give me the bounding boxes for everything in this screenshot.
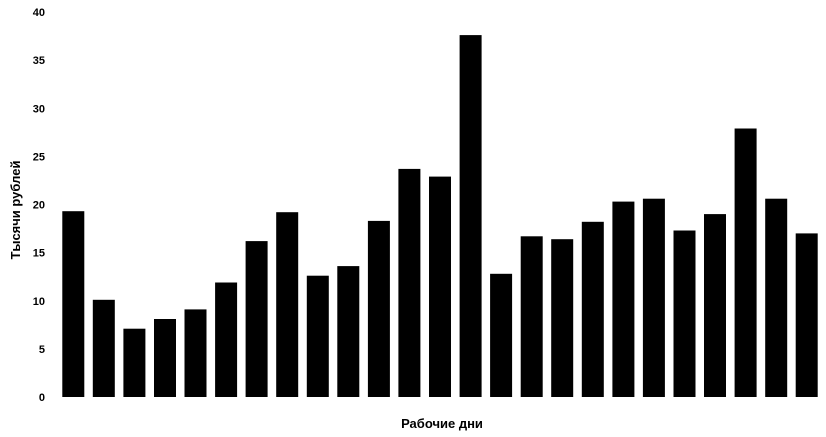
bar — [245, 241, 268, 397]
y-tick-label: 35 — [33, 55, 45, 67]
y-tick-label: 10 — [33, 296, 45, 308]
bar — [734, 128, 757, 397]
bar — [551, 239, 574, 397]
bar — [337, 266, 360, 397]
x-axis-title: Рабочие дни — [401, 416, 483, 431]
bar — [429, 176, 451, 397]
y-tick-label: 30 — [33, 103, 45, 115]
bar — [92, 299, 115, 397]
bar — [673, 230, 696, 397]
y-tick-label: 0 — [39, 392, 45, 404]
bars-group — [62, 35, 818, 397]
bar — [795, 233, 818, 397]
bar — [154, 319, 176, 397]
bar — [459, 35, 482, 397]
bar — [704, 214, 726, 397]
y-axis-ticks: 0 5 10 15 20 25 30 35 40 — [33, 7, 45, 404]
y-tick-label: 20 — [33, 200, 45, 212]
bar — [398, 168, 421, 397]
bar — [123, 328, 146, 397]
bar — [520, 236, 543, 397]
bar — [62, 211, 85, 397]
y-tick-label: 40 — [33, 7, 45, 19]
y-tick-label: 5 — [39, 344, 45, 356]
bar — [612, 201, 635, 397]
bar — [642, 198, 665, 397]
bar — [581, 221, 604, 397]
bar — [276, 212, 299, 397]
y-tick-label: 15 — [33, 248, 45, 260]
y-tick-label: 25 — [33, 151, 45, 163]
bar — [184, 309, 207, 397]
bar — [490, 273, 513, 397]
bar — [215, 282, 238, 397]
bar — [367, 220, 390, 397]
bar — [306, 275, 329, 397]
bar — [765, 198, 788, 397]
y-axis-title: Тысячи рублей — [8, 161, 23, 260]
